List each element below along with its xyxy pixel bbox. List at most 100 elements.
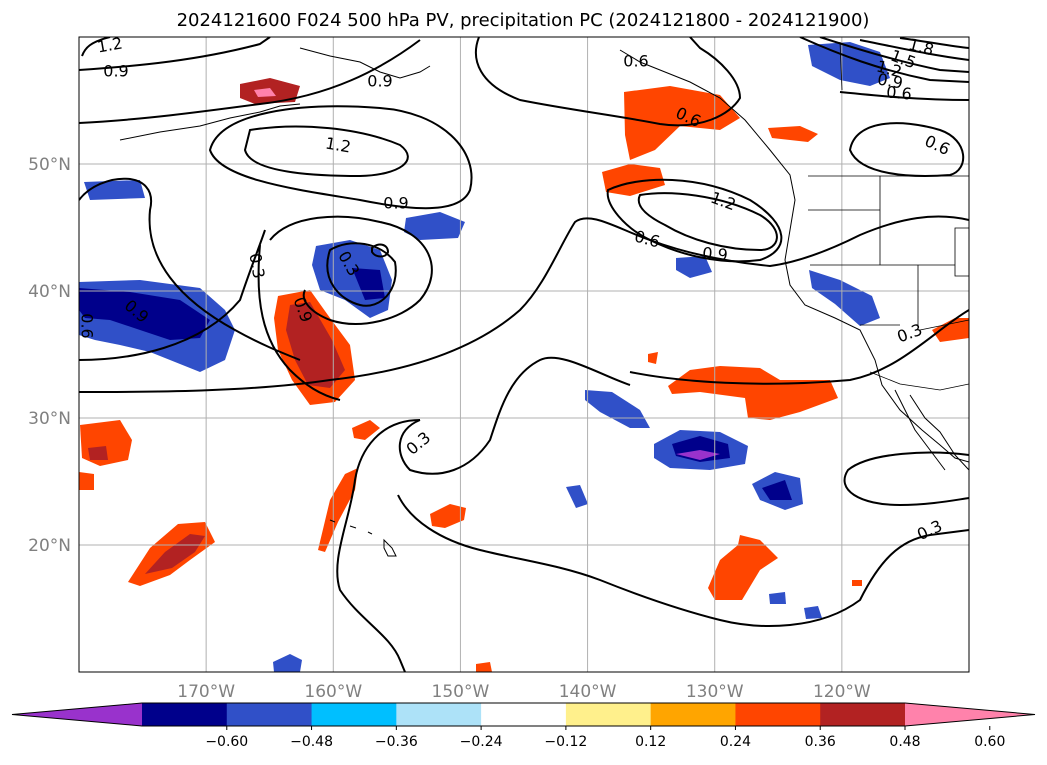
- colorbar-tick-label: −0.60: [205, 734, 248, 750]
- precip-positive-area: [932, 318, 969, 342]
- longitude-tick-labels: 170°W 160°W 150°W 140°W 130°W 120°W: [177, 682, 871, 702]
- precip-positive-area: [768, 126, 818, 142]
- pv-contour: [208, 105, 473, 210]
- colorbar-extend-low: [12, 703, 142, 726]
- longitude-tick-label: 120°W: [813, 682, 871, 702]
- precip-positive-area: [602, 164, 665, 196]
- colorbar-segment: [481, 703, 567, 726]
- pv-contour: [629, 309, 969, 385]
- colorbar-segment: [820, 703, 906, 726]
- latitude-tick-label: 20°N: [28, 536, 71, 556]
- precip-positive-area: [352, 420, 380, 440]
- colorbar-segment: [735, 703, 821, 726]
- chart-title: 2024121600 F024 500 hPa PV, precipitatio…: [177, 10, 870, 31]
- contour-label: 0.6: [623, 52, 648, 71]
- colorbar-tick-label: 0.12: [635, 734, 666, 750]
- pv-contour: [79, 37, 271, 71]
- precip-positive-area: [668, 366, 838, 420]
- alaska-canada-border: [839, 41, 843, 91]
- pv-contour: [336, 419, 421, 672]
- pv-contours: [79, 37, 969, 672]
- longitude-tick-label: 160°W: [304, 682, 362, 702]
- colorbar-tick-label: −0.36: [375, 734, 418, 750]
- longitude-tick-label: 130°W: [686, 682, 744, 702]
- contour-label: 0.9: [383, 194, 408, 213]
- pv-contour: [474, 37, 742, 127]
- gridlines: [79, 37, 969, 672]
- contour-label: 1.8: [907, 35, 937, 60]
- pv-contour: [398, 356, 631, 475]
- longitude-tick-label: 170°W: [177, 682, 235, 702]
- contour-label: 1.2: [324, 133, 352, 156]
- colorbar-segment: [142, 703, 228, 726]
- precip-negative-area: [804, 606, 822, 619]
- precip-positive-area: [430, 504, 466, 528]
- colorbar-tick-label: 0.24: [720, 734, 751, 750]
- precip-positive-area: [79, 472, 94, 490]
- aleutian-islands: [119, 103, 301, 141]
- precip-negative-area: [676, 256, 712, 278]
- colorbar-outline: [11, 702, 1036, 727]
- precip-positive-area: [648, 352, 658, 364]
- contour-label: 0.9: [103, 62, 128, 81]
- colorbar-extend-high: [905, 703, 1035, 726]
- pv-contour: [899, 37, 969, 49]
- precip-positive-area: [476, 662, 492, 672]
- precip-negative-area: [404, 212, 465, 240]
- precip-positive-area: [708, 535, 778, 600]
- pv-contour: [269, 215, 433, 325]
- colorbar-tick-label: −0.48: [290, 734, 333, 750]
- latitude-tick-labels: 50°N 40°N 30°N 20°N: [28, 155, 71, 556]
- pv-contour: [606, 178, 783, 263]
- map-background: [79, 37, 969, 672]
- longitude-tick-label: 140°W: [559, 682, 617, 702]
- us-state-borders: [808, 176, 969, 331]
- pv-contour: [326, 242, 397, 307]
- precip-strong-positive-area: [286, 302, 345, 388]
- latitude-tick-label: 30°N: [28, 409, 71, 429]
- map-panel: 1.20.91.20.90.30.60.30.90.60.91.20.6 0.91…: [78, 33, 970, 673]
- precip-extreme-negative-area: [676, 450, 720, 460]
- latitude-tick-label: 50°N: [28, 155, 71, 175]
- pv-contour: [243, 125, 409, 178]
- north-america-coastline: [619, 49, 969, 463]
- map-frame: [78, 36, 970, 673]
- contour-label: 0.6: [78, 313, 97, 338]
- precip-positive-area: [318, 468, 358, 552]
- colorbar-segment: [226, 703, 313, 726]
- colorbar-segment: [650, 703, 736, 726]
- coastlines: [119, 47, 969, 557]
- pv-contour: [859, 39, 969, 61]
- pv-contour: [79, 39, 421, 124]
- precip-negative-area: [769, 592, 786, 604]
- precip-negative-area: [809, 270, 880, 326]
- pv-contour: [79, 215, 969, 393]
- pv-contour: [637, 192, 778, 252]
- pv-contour: [79, 177, 301, 361]
- contour-label: 1.2: [96, 33, 124, 56]
- precip-positive-area: [852, 580, 862, 586]
- precip-strong-positive-area: [145, 534, 205, 574]
- latitude-tick-label: 40°N: [28, 282, 71, 302]
- precip-negative-area: [566, 485, 588, 508]
- contour-label: 0.9: [367, 72, 392, 91]
- precip-negative-area: [84, 180, 145, 200]
- precip-negative-area: [273, 654, 302, 672]
- contour-label: 0.6: [886, 82, 913, 103]
- pv-contour: [848, 122, 965, 177]
- pv-contour: [79, 229, 266, 361]
- contour-label: 0.9: [702, 243, 729, 264]
- precip-strong-positive-area: [88, 446, 108, 460]
- contour-label: 0.9: [876, 69, 904, 92]
- pv-contour: [81, 37, 111, 57]
- pv-contour: [397, 494, 969, 627]
- pv-contour: [843, 451, 969, 507]
- colorbar-tick-label: 0.48: [889, 734, 920, 750]
- pv-contour: [839, 91, 969, 101]
- precip-strong-negative-area: [352, 268, 385, 300]
- pv-contour: [799, 37, 969, 83]
- colorbar-tick-label: −0.24: [460, 734, 503, 750]
- colorbar-tick-label: 0.60: [974, 734, 1005, 750]
- alaska-coastline: [299, 47, 431, 79]
